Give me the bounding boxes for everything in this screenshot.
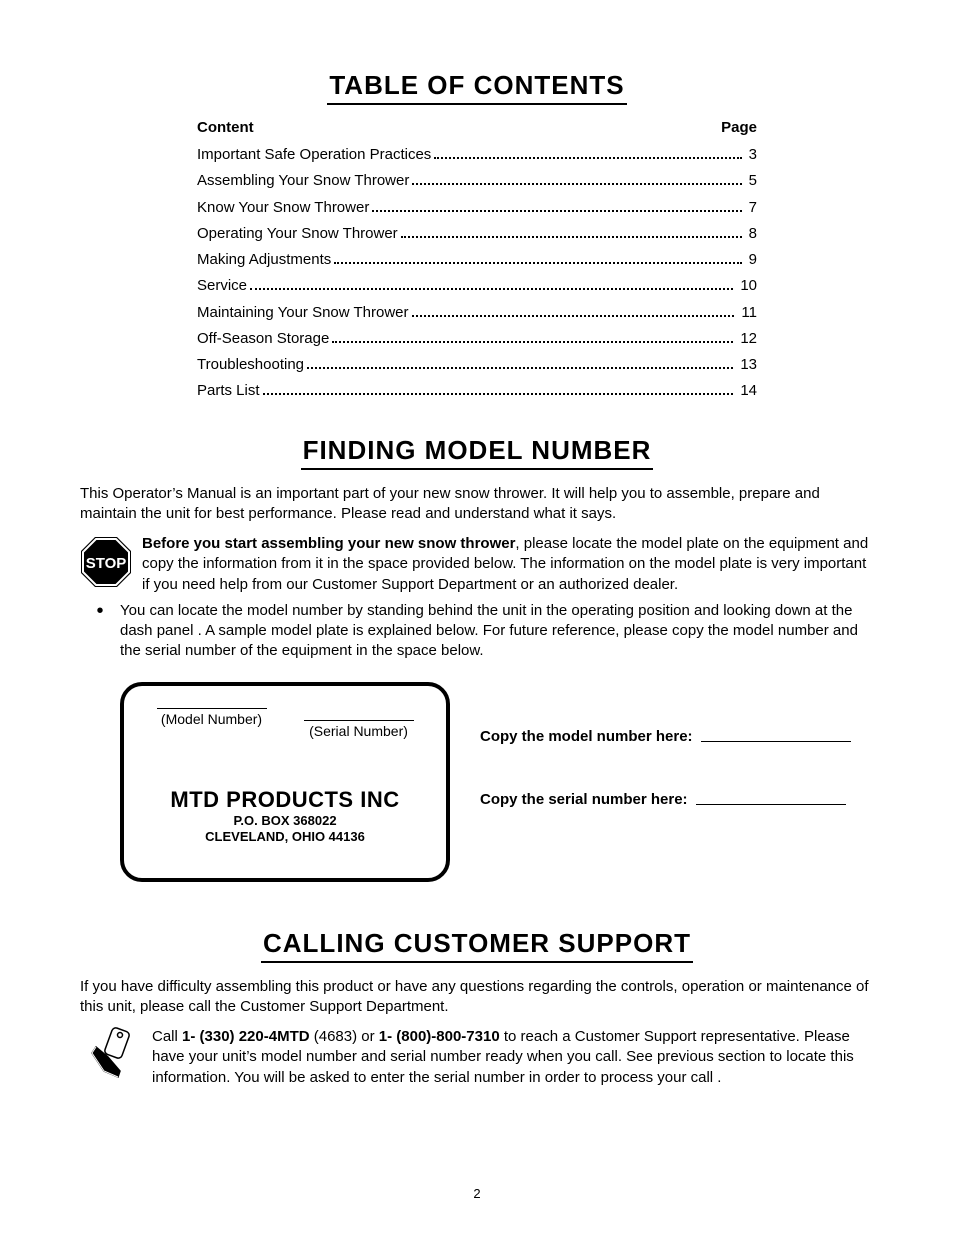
support-body: Call 1- (330) 220-4MTD (4683) or 1- (800… bbox=[152, 1027, 874, 1088]
toc-row: Assembling Your Snow Thrower 5 bbox=[197, 168, 757, 194]
copy-fields: Copy the model number here: Copy the ser… bbox=[480, 682, 874, 854]
toc-item-title: Off-Season Storage bbox=[197, 326, 329, 352]
toc-item-title: Maintaining Your Snow Thrower bbox=[197, 300, 409, 326]
stop-callout: STOP Before you start assembling your ne… bbox=[80, 534, 874, 595]
toc-item-title: Operating Your Snow Thrower bbox=[197, 221, 398, 247]
plate-addr2: CLEVELAND, OHIO 44136 bbox=[138, 829, 432, 846]
model-plate-row: (Model Number) (Serial Number) MTD PRODU… bbox=[80, 682, 874, 882]
toc-item-page: 12 bbox=[736, 326, 757, 352]
toc-row: Maintaining Your Snow Thrower 11 bbox=[197, 300, 757, 326]
stop-text: Before you start assembling your new sno… bbox=[142, 534, 874, 595]
toc-col-page: Page bbox=[721, 119, 757, 136]
stop-bold: Before you start assembling your new sno… bbox=[142, 535, 515, 552]
model-intro: This Operator’s Manual is an important p… bbox=[80, 484, 874, 525]
toc-leader-dots bbox=[434, 157, 741, 159]
toc-leader-dots bbox=[334, 262, 741, 264]
phone-callout: Call 1- (330) 220-4MTD (4683) or 1- (800… bbox=[80, 1027, 874, 1088]
phone-icon bbox=[80, 1027, 152, 1084]
toc-row: Important Safe Operation Practices 3 bbox=[197, 142, 757, 168]
toc-row: Parts List 14 bbox=[197, 378, 757, 404]
page-number: 2 bbox=[0, 1186, 954, 1201]
model-plate: (Model Number) (Serial Number) MTD PRODU… bbox=[120, 682, 450, 882]
model-bullet-text: You can locate the model number by stand… bbox=[120, 601, 874, 662]
toc-leader-dots bbox=[401, 236, 742, 238]
support-phone1: 1- (330) 220-4MTD bbox=[182, 1028, 310, 1045]
model-bullet: • You can locate the model number by sta… bbox=[80, 601, 874, 662]
toc-row: Troubleshooting 13 bbox=[197, 352, 757, 378]
toc-item-page: 3 bbox=[745, 142, 757, 168]
toc-leader-dots bbox=[412, 315, 735, 317]
toc-leader-dots bbox=[372, 210, 741, 212]
toc-leader-dots bbox=[250, 288, 733, 290]
plate-model-label: (Model Number) bbox=[161, 711, 262, 727]
copy-model-label: Copy the model number here: bbox=[480, 728, 693, 745]
plate-model-field: (Model Number) bbox=[157, 708, 267, 739]
toc-header-row: Content Page bbox=[197, 119, 757, 136]
manual-page: TABLE OF CONTENTS Content Page Important… bbox=[0, 0, 954, 1235]
plate-addr1: P.O. BOX 368022 bbox=[138, 813, 432, 830]
bullet-dot-icon: • bbox=[80, 601, 120, 662]
support-phone2: 1- (800)-800-7310 bbox=[379, 1028, 500, 1045]
toc-item-title: Parts List bbox=[197, 378, 260, 404]
toc-row: Off-Season Storage 12 bbox=[197, 326, 757, 352]
copy-serial-line bbox=[696, 804, 846, 805]
toc-item-page: 7 bbox=[745, 195, 757, 221]
stop-sign-icon: STOP bbox=[80, 534, 142, 593]
copy-model-line bbox=[701, 741, 851, 742]
toc-item-page: 14 bbox=[736, 378, 757, 404]
toc-leader-dots bbox=[412, 183, 741, 185]
toc-heading: TABLE OF CONTENTS bbox=[327, 70, 626, 105]
support-intro: If you have difficulty assembling this p… bbox=[80, 977, 874, 1018]
toc-item-page: 11 bbox=[737, 300, 757, 326]
toc-item-page: 13 bbox=[736, 352, 757, 378]
copy-serial-label: Copy the serial number here: bbox=[480, 791, 688, 808]
toc-item-page: 5 bbox=[745, 168, 757, 194]
plate-serial-field: (Serial Number) bbox=[304, 720, 414, 739]
model-heading: FINDING MODEL NUMBER bbox=[301, 435, 654, 470]
toc-row: Service 10 bbox=[197, 273, 757, 299]
toc-item-title: Assembling Your Snow Thrower bbox=[197, 168, 409, 194]
toc-row: Know Your Snow Thrower 7 bbox=[197, 195, 757, 221]
toc-item-title: Service bbox=[197, 273, 247, 299]
toc-item-page: 9 bbox=[745, 247, 757, 273]
toc-leader-dots bbox=[307, 367, 733, 369]
toc-item-page: 10 bbox=[736, 273, 757, 299]
toc-item-title: Important Safe Operation Practices bbox=[197, 142, 431, 168]
toc-item-title: Troubleshooting bbox=[197, 352, 304, 378]
support-p1b: (4683) or bbox=[310, 1028, 379, 1045]
stop-sign-label: STOP bbox=[86, 555, 127, 572]
plate-company: MTD PRODUCTS INC bbox=[138, 787, 432, 813]
copy-serial-row: Copy the serial number here: bbox=[480, 791, 874, 808]
toc-row: Operating Your Snow Thrower 8 bbox=[197, 221, 757, 247]
toc-item-title: Know Your Snow Thrower bbox=[197, 195, 369, 221]
support-p1a: Call bbox=[152, 1028, 182, 1045]
toc-item-title: Making Adjustments bbox=[197, 247, 331, 273]
toc-row: Making Adjustments 9 bbox=[197, 247, 757, 273]
support-heading: CALLING CUSTOMER SUPPORT bbox=[261, 928, 693, 963]
table-of-contents: Content Page Important Safe Operation Pr… bbox=[197, 119, 757, 405]
toc-leader-dots bbox=[332, 341, 733, 343]
copy-model-row: Copy the model number here: bbox=[480, 728, 874, 745]
toc-col-content: Content bbox=[197, 119, 254, 136]
plate-serial-label: (Serial Number) bbox=[309, 723, 408, 739]
toc-item-page: 8 bbox=[745, 221, 757, 247]
toc-leader-dots bbox=[263, 393, 734, 395]
